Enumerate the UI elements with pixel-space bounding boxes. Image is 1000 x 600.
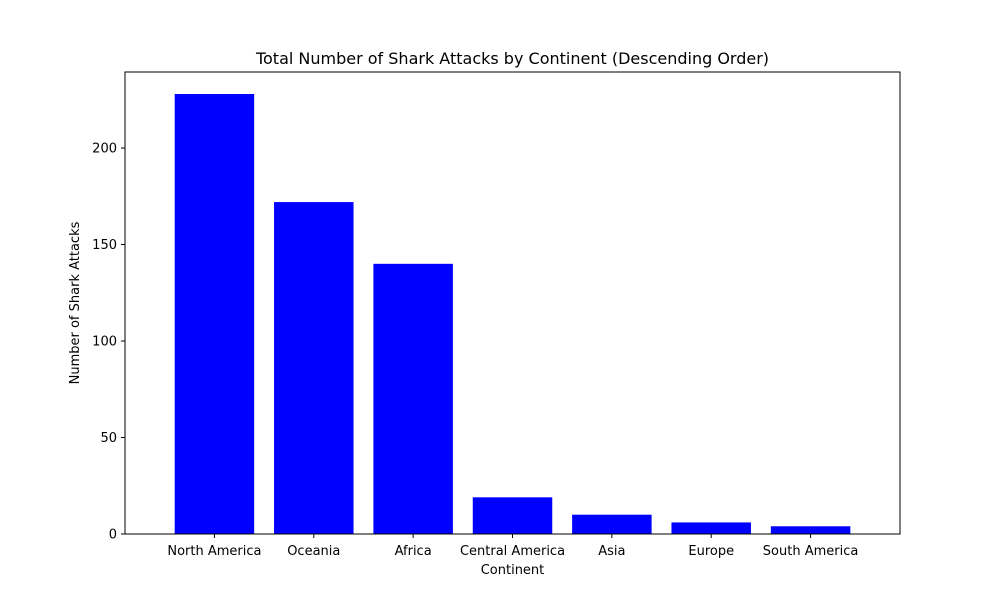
y-axis-label: Number of Shark Attacks xyxy=(68,221,83,384)
bar-north-america xyxy=(174,94,255,534)
x-tick-label: Asia xyxy=(598,544,625,559)
bar-central-america xyxy=(472,497,553,534)
x-tick-label: Oceania xyxy=(287,544,340,559)
y-tick-label: 50 xyxy=(100,431,117,446)
x-tick-label: South America xyxy=(763,544,859,559)
x-axis-label: Continent xyxy=(481,563,545,578)
x-tick-label: North America xyxy=(167,544,261,559)
x-axis: North America Oceania Africa Central Americ… xyxy=(167,534,858,559)
bar-africa xyxy=(373,263,453,534)
chart-title: Total Number of Shark Attacks by Contine… xyxy=(255,49,769,68)
y-tick-label: 0 xyxy=(109,528,117,543)
x-tick-label: Africa xyxy=(395,544,432,559)
bar-south-america xyxy=(770,526,851,534)
y-tick-label: 100 xyxy=(92,335,117,350)
x-tick-label: Central America xyxy=(460,544,565,559)
y-tick-label: 200 xyxy=(92,142,117,157)
bar-asia xyxy=(572,514,652,534)
bars-layer xyxy=(174,94,851,534)
y-tick-label: 150 xyxy=(92,238,117,253)
bar-oceania xyxy=(274,202,354,534)
y-axis: 0 50 100 150 200 xyxy=(92,142,125,543)
bar-europe xyxy=(671,522,751,534)
x-tick-label: Europe xyxy=(688,544,734,559)
